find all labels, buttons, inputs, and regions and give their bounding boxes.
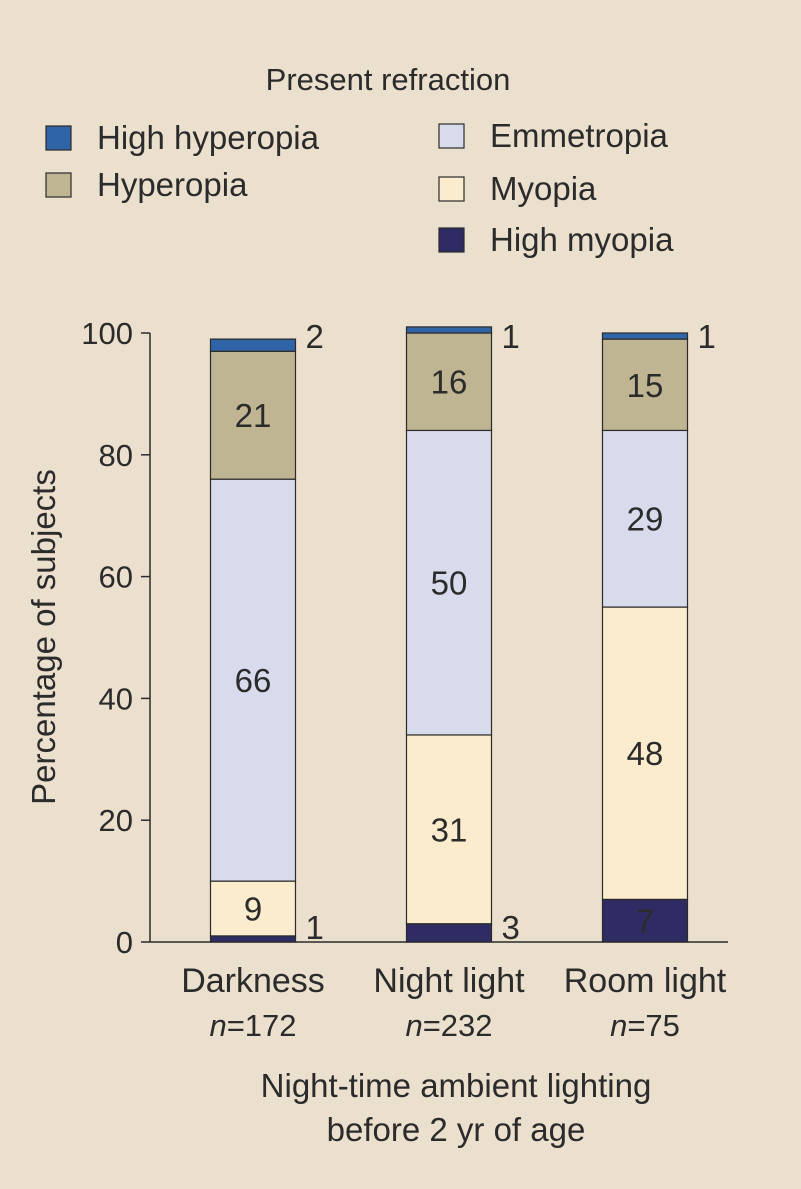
bar-segment-darkness-myopia: [209, 880, 297, 937]
x-tick-label-darkness: Darkness: [181, 962, 325, 1000]
data-label-room-light-high-hyperopia: 1: [698, 318, 716, 355]
bar-segment-darkness-hyperopia: [209, 350, 297, 480]
data-label-room-light-hyperopia: 15: [627, 367, 664, 404]
y-tick-label-80: 80: [99, 438, 133, 473]
legend-swatch-high-hyperopia: [45, 125, 72, 151]
bar-segment-night-light-emmetropia: [405, 429, 493, 736]
sample-size-symbol: n: [209, 1008, 226, 1043]
legend-swatch-high-myopia: [438, 227, 465, 253]
x-axis-title-line2: before 2 yr of age: [327, 1111, 586, 1148]
data-label-darkness-myopia: 9: [244, 891, 262, 928]
bar-segment-night-light-high-myopia: [405, 923, 493, 943]
y-tick-label-20: 20: [99, 803, 133, 838]
sample-size-value: =232: [423, 1008, 493, 1043]
bars: 1 9 66 21 2 3 31 50 16 1 7 48 29 15 1: [209, 318, 716, 946]
sample-size-value: =172: [227, 1008, 297, 1043]
sample-size-value: =75: [627, 1008, 680, 1043]
data-label-night-light-myopia: 31: [431, 811, 468, 848]
sample-size-room-light: n=75: [610, 1008, 680, 1043]
sample-size-symbol: n: [610, 1008, 627, 1043]
data-label-night-light-emmetropia: 50: [431, 565, 468, 602]
bar-night-light: 3 31 50 16 1: [405, 318, 520, 946]
data-label-room-light-high-myopia: 7: [636, 903, 654, 940]
bar-darkness: 1 9 66 21 2: [209, 318, 324, 946]
y-tick-label-100: 100: [81, 316, 133, 351]
bar-segment-night-light-myopia: [405, 734, 493, 925]
legend-label-emmetropia: Emmetropia: [490, 117, 669, 154]
bar-segment-room-light-high-hyperopia: [601, 332, 689, 340]
data-label-darkness-emmetropia: 66: [235, 662, 272, 699]
data-label-night-light-high-myopia: 3: [502, 909, 520, 946]
data-label-room-light-emmetropia: 29: [627, 501, 664, 538]
legend-label-myopia: Myopia: [490, 170, 597, 207]
axes: 0 20 40 60 80 100: [81, 316, 728, 960]
legend: Present refraction High myopia Myopia Emme…: [45, 62, 674, 258]
sample-size-symbol: n: [405, 1008, 422, 1043]
y-tick-label-40: 40: [99, 681, 133, 716]
data-label-darkness-high-myopia: 1: [306, 909, 324, 946]
bar-segment-night-light-hyperopia: [405, 332, 493, 432]
legend-title: Present refraction: [266, 62, 511, 97]
legend-label-high-hyperopia: High hyperopia: [97, 119, 320, 156]
y-tick-label-0: 0: [116, 925, 133, 960]
y-axis-title: Percentage of subjects: [25, 469, 62, 805]
bar-segment-room-light-emmetropia: [601, 429, 689, 608]
legend-label-high-myopia: High myopia: [490, 221, 674, 258]
bar-segment-darkness-emmetropia: [209, 478, 297, 882]
bar-segment-darkness-high-myopia: [209, 935, 297, 943]
bar-segment-room-light-myopia: [601, 606, 689, 900]
legend-label-hyperopia: Hyperopia: [97, 166, 248, 203]
x-tick-label-night-light: Night light: [373, 962, 525, 1000]
x-axis-title-line1: Night-time ambient lighting: [261, 1067, 652, 1104]
data-label-darkness-hyperopia: 21: [235, 397, 272, 434]
bar-segment-night-light-high-hyperopia: [405, 326, 493, 334]
bar-segment-room-light-high-myopia: [601, 898, 689, 943]
legend-swatch-myopia: [438, 176, 465, 202]
legend-swatch-emmetropia: [438, 123, 465, 149]
data-label-night-light-hyperopia: 16: [431, 364, 468, 401]
data-label-room-light-myopia: 48: [627, 735, 664, 772]
bar-room-light: 7 48 29 15 1: [601, 318, 716, 943]
data-label-darkness-high-hyperopia: 2: [306, 318, 324, 355]
x-tick-label-room-light: Room light: [564, 962, 727, 1000]
y-tick-label-60: 60: [99, 560, 133, 595]
sample-size-night-light: n=232: [405, 1008, 492, 1043]
bar-segment-darkness-high-hyperopia: [209, 338, 297, 352]
legend-swatch-hyperopia: [45, 172, 72, 198]
bar-segment-room-light-hyperopia: [601, 338, 689, 432]
data-label-night-light-high-hyperopia: 1: [502, 318, 520, 355]
sample-size-darkness: n=172: [209, 1008, 296, 1043]
